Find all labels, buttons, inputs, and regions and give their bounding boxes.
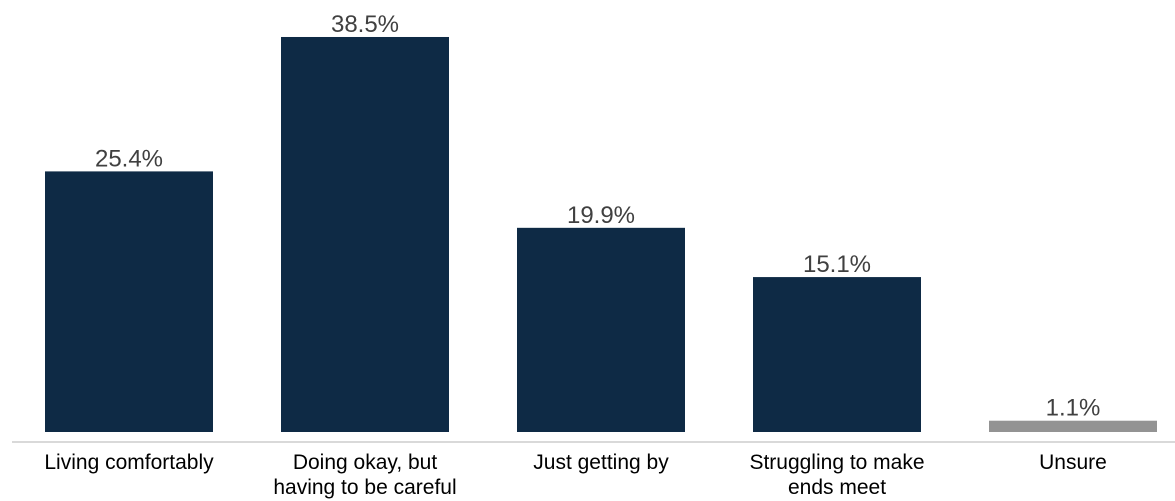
value-label-4: 1.1% xyxy=(1046,395,1101,422)
value-label-1: 38.5% xyxy=(331,11,399,38)
category-label-1: Doing okay, but having to be careful xyxy=(273,451,456,499)
category-label-2: Just getting by xyxy=(533,451,669,474)
category-label-4: Unsure xyxy=(1039,451,1107,474)
value-label-3: 15.1% xyxy=(803,251,871,278)
bars-group xyxy=(45,36,1157,433)
category-label-3: Struggling to make ends meet xyxy=(749,451,924,499)
category-label-line: Unsure xyxy=(1039,451,1107,474)
value-labels-group: 25.4% 38.5% 19.9% 15.1% 1.1% xyxy=(95,11,1100,422)
bar-2 xyxy=(517,227,685,432)
category-labels-group: Living comfortably Doing okay, but having … xyxy=(44,451,1106,499)
category-label-line: Just getting by xyxy=(533,451,669,474)
bar-4 xyxy=(989,420,1157,432)
bar-1 xyxy=(281,36,449,433)
category-label-line: Doing okay, but xyxy=(293,451,438,474)
value-label-0: 25.4% xyxy=(95,145,163,172)
value-label-2: 19.9% xyxy=(567,202,635,229)
category-label-line: having to be careful xyxy=(273,476,456,499)
bar-3 xyxy=(753,277,921,432)
category-label-line: Struggling to make xyxy=(749,451,924,474)
bar-0 xyxy=(45,171,213,432)
category-label-line: Living comfortably xyxy=(44,451,214,474)
category-label-line: ends meet xyxy=(788,476,886,499)
category-label-0: Living comfortably xyxy=(44,451,214,474)
